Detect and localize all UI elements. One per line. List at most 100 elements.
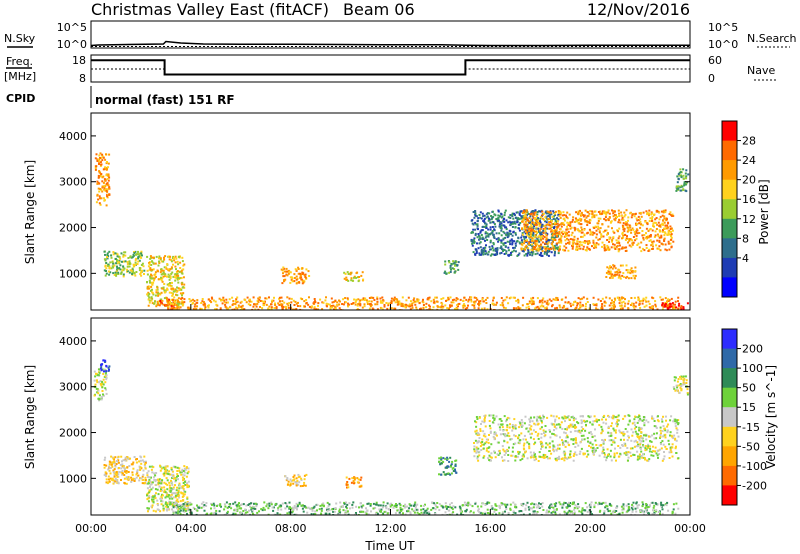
xtick-label: 00:00	[674, 522, 706, 535]
cbar-tick-label: 200	[742, 343, 763, 356]
ytick-label: 3000	[59, 176, 87, 189]
x-axis-ticks: 00:00 04:00 08:00 12:00 16:00 20:00 00:00	[75, 304, 706, 535]
power-cells-region-5	[343, 271, 365, 283]
cbar-swatch	[722, 218, 737, 239]
ytick-label: 1000	[59, 472, 87, 485]
velocity-cells	[93, 359, 690, 515]
nave-label: Nave	[747, 64, 775, 77]
power-cells-region-9	[605, 264, 637, 280]
noise-panel	[90, 20, 691, 49]
cbar-tick-label: 8	[742, 232, 749, 245]
cbar-swatch	[722, 465, 737, 486]
cbar-swatch	[722, 238, 737, 259]
nave-tick-top: 60	[708, 54, 722, 67]
cbar-tick-label: 12	[742, 213, 756, 226]
cbar-swatch	[722, 368, 737, 389]
ytick-label: 2000	[59, 427, 87, 440]
nave-tick-bottom: 0	[708, 72, 715, 85]
cbar-tick-label: 24	[742, 154, 756, 167]
vel-cells-region-8	[672, 375, 690, 396]
xtick-label: 08:00	[275, 522, 307, 535]
xtick-label: 12:00	[375, 522, 407, 535]
vel-cells-region-0	[93, 368, 108, 402]
vel-cells-region-1	[99, 359, 111, 373]
date-label: 12/Nov/2016	[587, 0, 690, 19]
cpid-text: normal (fast) 151 RF	[95, 93, 235, 107]
ytick-label: 3000	[59, 381, 87, 394]
power-colorbar: 28 24 20 16 12 8 4	[721, 120, 756, 298]
vel-cells-region-5	[345, 476, 363, 489]
power-cells-region-8	[520, 209, 675, 253]
freq-tick-bottom: 8	[79, 72, 86, 85]
cpid-label: CPID	[6, 92, 35, 105]
cbar-tick-label: 16	[742, 193, 756, 206]
vel-cells-region-6	[438, 456, 458, 476]
cbar-tick-label: 4	[742, 252, 749, 265]
velocity-colorbar: 200 100 50 15 -15 -50 -100 -200	[721, 328, 767, 506]
cbar-tick-label: 100	[742, 362, 763, 375]
xtick-label: 20:00	[574, 522, 606, 535]
noise-lines	[90, 40, 690, 47]
cbar-swatch	[722, 179, 737, 200]
cbar-swatch	[722, 277, 737, 298]
power-cells-region-11	[165, 296, 680, 310]
noise-tick-left-top: 10^5	[57, 21, 87, 34]
freq-series-1	[91, 68, 690, 75]
vel-cells-region-9	[166, 501, 680, 515]
power-yticks: 4000 3000 2000 1000	[59, 130, 690, 280]
ytick-label: 4000	[59, 335, 87, 348]
freq-label-top: Freq.	[6, 55, 33, 68]
power-cells-region-1	[103, 250, 146, 278]
freq-series-0	[91, 59, 690, 76]
velocity-ylabel: Slant Range [km]	[23, 365, 37, 469]
power-cells-region-4	[280, 266, 311, 285]
velocity-panel	[90, 317, 691, 516]
power-cells-region-6	[443, 260, 460, 275]
chart-title: Christmas Valley East (fitACF)	[91, 0, 329, 19]
power-cells-region-12	[661, 302, 689, 310]
vel-cells-region-7	[473, 414, 680, 462]
vel-cells-region-2	[103, 455, 148, 485]
power-cells-region-2	[146, 255, 186, 308]
cbar-swatch	[722, 407, 737, 428]
cbar-tick-label: -100	[742, 460, 767, 473]
power-ylabel: Slant Range [km]	[23, 160, 37, 264]
freq-label-bottom: [MHz]	[4, 70, 36, 83]
xtick-label: 00:00	[75, 522, 107, 535]
power-cells-region-0	[94, 152, 111, 207]
nsearch-label: N.Search	[747, 32, 797, 45]
vel-cells-region-4	[284, 473, 308, 488]
cbar-swatch	[722, 257, 737, 278]
cbar-swatch	[722, 446, 737, 467]
cbar-swatch	[722, 121, 737, 142]
noise-tick-left-bottom: 10^0	[57, 38, 87, 51]
xtick-label: 16:00	[474, 522, 506, 535]
cbar-tick-label: 50	[742, 382, 756, 395]
cbar-swatch	[722, 387, 737, 408]
x-axis-label: Time UT	[364, 539, 415, 553]
cbar-swatch	[722, 426, 737, 447]
beam-label: Beam 06	[343, 0, 415, 19]
velocity-yticks: 4000 3000 2000 1000	[59, 335, 690, 485]
velocity-cbar-label: Velocity [m s^-1]	[764, 365, 778, 469]
xtick-label: 04:00	[175, 522, 207, 535]
cbar-tick-label: 20	[742, 174, 756, 187]
cbar-swatch	[722, 199, 737, 220]
freq-panel	[90, 54, 691, 83]
cbar-tick-label: 28	[742, 135, 756, 148]
vel-cells-region-3	[146, 464, 190, 513]
ytick-label: 2000	[59, 222, 87, 235]
cbar-swatch	[722, 348, 737, 369]
freq-lines	[91, 59, 690, 76]
noise-tick-right-bottom: 10^0	[708, 38, 738, 51]
cbar-tick-label: -200	[742, 479, 767, 492]
noise-tick-right-top: 10^5	[708, 21, 738, 34]
ytick-label: 4000	[59, 130, 87, 143]
cbar-swatch	[722, 485, 737, 506]
power-cbar-label: Power [dB]	[757, 179, 771, 244]
ytick-label: 1000	[59, 267, 87, 280]
power-cells-region-10	[675, 168, 690, 193]
cbar-tick-label: -15	[742, 421, 760, 434]
cbar-tick-label: 15	[742, 401, 756, 414]
cbar-swatch	[722, 160, 737, 181]
